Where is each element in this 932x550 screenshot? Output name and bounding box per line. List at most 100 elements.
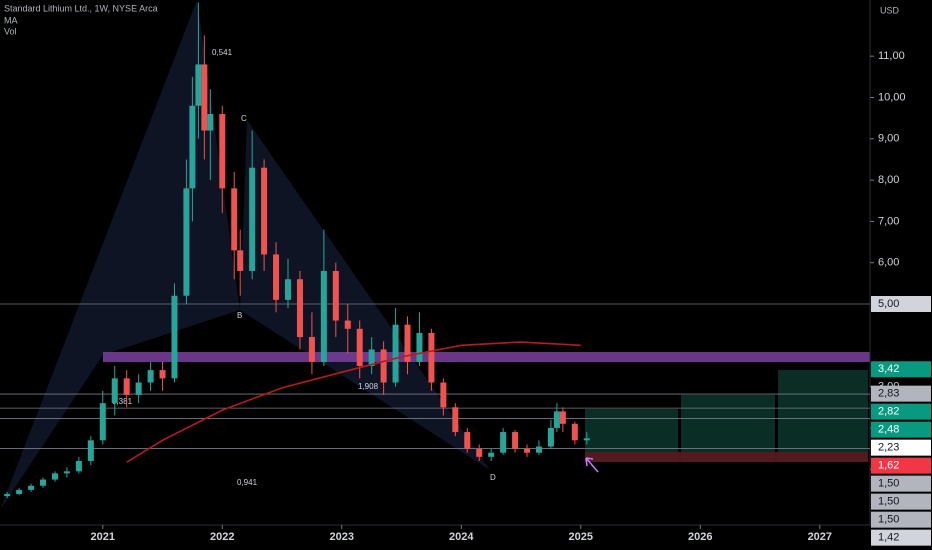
price-label: 1,50 <box>878 514 899 526</box>
x-tick-label: 2021 <box>91 531 115 543</box>
price-label: 2,23 <box>878 442 899 454</box>
candle-body <box>344 320 351 329</box>
price-label: 3,42 <box>878 363 899 375</box>
candle-body <box>40 479 47 486</box>
candle-body <box>135 382 142 395</box>
candle-body <box>285 279 292 300</box>
y-tick-label: 8,00 <box>878 174 899 186</box>
candle-body <box>392 324 399 383</box>
candle-body <box>308 337 315 362</box>
candle-body <box>207 114 214 131</box>
candle-body <box>261 167 268 255</box>
annotation: 0,541 <box>212 48 233 57</box>
indicator-label: Vol <box>4 26 17 36</box>
candle-body <box>4 494 11 497</box>
price-label-box <box>871 385 931 402</box>
candle-body <box>99 403 106 441</box>
annotation: D <box>490 473 496 482</box>
y-tick-label: 10,00 <box>878 91 906 103</box>
price-label-box <box>871 457 931 474</box>
x-tick-label: 2027 <box>808 531 832 543</box>
candle-body <box>273 254 280 300</box>
candle-body <box>535 446 542 453</box>
price-label: 1,42 <box>878 532 899 544</box>
candle-body <box>237 250 244 271</box>
annotation: 1,908 <box>358 382 379 391</box>
annotation: 0,381 <box>112 397 133 406</box>
candle-body <box>500 432 507 453</box>
price-label: 2,82 <box>878 406 899 418</box>
candle-body <box>524 448 531 453</box>
candle-body <box>87 440 94 461</box>
candle-body <box>320 270 327 362</box>
x-tick-label: 2025 <box>569 531 593 543</box>
ma-line <box>126 341 581 463</box>
price-label-box <box>871 361 931 378</box>
candle-body <box>123 378 130 395</box>
y-tick-label: 7,00 <box>878 215 899 227</box>
candle-body <box>111 378 118 404</box>
candle-body <box>428 332 435 383</box>
y-tick-label: 6,00 <box>878 257 899 269</box>
candle-body <box>219 114 226 189</box>
candle-body <box>189 105 196 189</box>
candle-body <box>28 485 35 490</box>
candle-body <box>452 407 459 433</box>
candle-body <box>356 328 363 366</box>
price-label: 2,48 <box>878 424 899 436</box>
candle-body <box>183 188 190 296</box>
price-label-box <box>871 529 931 546</box>
x-tick-label: 2024 <box>449 531 474 543</box>
price-label-box <box>871 511 931 528</box>
candle-body <box>249 167 256 271</box>
x-tick-label: 2022 <box>210 531 234 543</box>
candle-body <box>571 423 578 441</box>
price-label-box <box>871 421 931 438</box>
candle-body <box>404 324 411 362</box>
price-label: 2,83 <box>878 388 899 400</box>
pattern-xab <box>0 0 240 510</box>
price-label-box <box>871 296 931 313</box>
price-label: 5,00 <box>878 298 899 310</box>
candle-body <box>547 427 554 447</box>
price-label: 1,50 <box>878 478 899 490</box>
chart-title: Standard Lithium Ltd., 1W, NYSE Arca <box>4 3 158 13</box>
candle-body <box>231 188 238 251</box>
indicator-label: MA <box>4 15 18 25</box>
candle-body <box>201 64 208 131</box>
price-label: 1,50 <box>878 496 899 508</box>
target-zone <box>778 370 868 462</box>
candle-body <box>416 332 423 362</box>
candle-body <box>147 370 154 383</box>
candle-body <box>464 432 471 449</box>
candle-body <box>332 270 339 321</box>
candle-body <box>368 349 375 366</box>
candle-body <box>159 370 166 379</box>
x-tick-label: 2023 <box>330 531 354 543</box>
currency-label: USD <box>880 5 900 15</box>
price-label-box <box>871 439 931 456</box>
candle-body <box>476 448 483 457</box>
resistance-band <box>103 352 870 362</box>
annotation: 0,941 <box>237 478 258 487</box>
candle-body <box>583 438 590 441</box>
target-zone <box>681 395 775 462</box>
annotation: C <box>241 114 247 123</box>
price-label-box <box>871 493 931 510</box>
candle-body <box>512 432 519 449</box>
stop-zone <box>585 452 868 462</box>
candle-body <box>171 295 178 379</box>
candle-body <box>553 411 560 428</box>
price-label-box <box>871 403 931 420</box>
y-tick-label: 11,00 <box>878 50 905 62</box>
annotation: B <box>237 311 242 320</box>
pattern-bcd <box>240 120 490 470</box>
candle-body <box>296 279 303 338</box>
y-tick-label: 9,00 <box>878 133 899 145</box>
candle-body <box>51 473 58 480</box>
candle-body <box>488 452 495 457</box>
candle-body <box>195 64 202 106</box>
price-label-box <box>871 475 931 492</box>
candle-body <box>440 382 447 408</box>
